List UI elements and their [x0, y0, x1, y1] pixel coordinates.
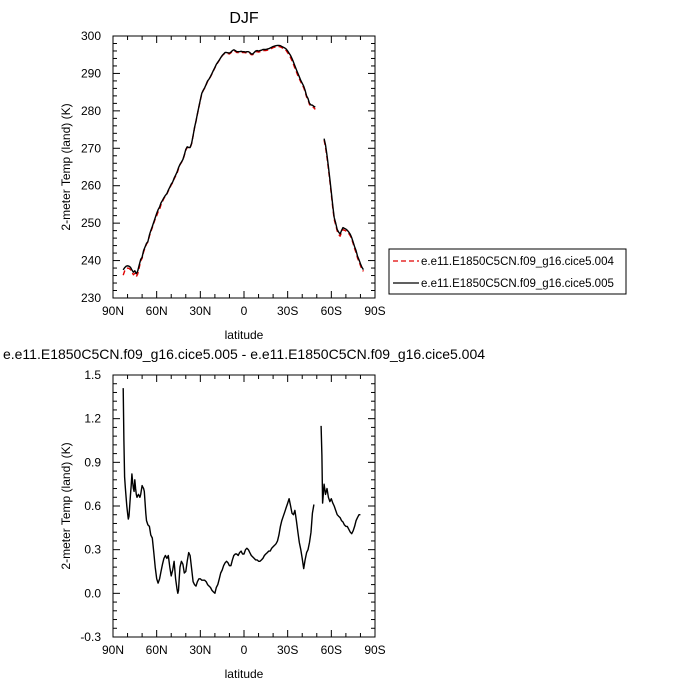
- x-tick-label: 30S: [277, 304, 298, 318]
- plot-frame: [112, 35, 376, 299]
- chart-panel-difference: e.e11.E1850C5CN.f09_g16.cice5.005 - e.e1…: [3, 346, 485, 681]
- y-tick-label: -0.3: [80, 630, 101, 644]
- y-tick-label: 0.9: [84, 455, 101, 469]
- y-tick-label: 0.3: [84, 543, 101, 557]
- series-line-1: [323, 139, 364, 272]
- chart-title: e.e11.E1850C5CN.f09_g16.cice5.005 - e.e1…: [3, 346, 485, 362]
- y-tick-label: 290: [81, 66, 101, 80]
- axis-ticks: 90N 60N 30N 0 30S 60S 90S -0.3 0.0 0.3 0.6 0.9 1.2 1.…: [80, 368, 385, 657]
- y-tick-label: 230: [81, 291, 101, 305]
- y-tick-label: 260: [81, 179, 101, 193]
- series-line-1: [122, 45, 316, 278]
- x-tick-label: 60N: [146, 643, 168, 657]
- x-tick-label: 30N: [189, 304, 211, 318]
- y-tick-label: 0.6: [84, 499, 101, 513]
- x-tick-label: 30N: [189, 643, 211, 657]
- series-lines: [122, 44, 364, 278]
- chart-panel-temperature: DJF 90N 60N 30N 0 30S 60S 90S 230 240 250 260 270 28…: [59, 10, 627, 342]
- series-line-2: [122, 44, 316, 275]
- legend-label-series-1: e.e11.E1850C5CN.f09_g16.cice5.004: [421, 256, 614, 268]
- y-tick-label: 300: [81, 29, 101, 43]
- series-line-1: [122, 388, 315, 594]
- x-tick-label: 60N: [146, 304, 168, 318]
- legend-label-series-2: e.e11.E1850C5CN.f09_g16.cice5.005: [421, 278, 614, 290]
- x-tick-label: 90N: [102, 643, 124, 657]
- y-tick-label: 1.2: [84, 412, 101, 426]
- y-tick-label: 270: [81, 141, 101, 155]
- x-tick-label: 90S: [364, 643, 385, 657]
- x-tick-label: 0: [241, 304, 248, 318]
- x-axis-label: latitude: [225, 328, 264, 342]
- legend: e.e11.E1850C5CN.f09_g16.cice5.004 e.e11.…: [388, 248, 627, 295]
- y-axis-label: 2-meter Temp (land) (K): [59, 442, 73, 569]
- y-tick-label: 0.0: [84, 586, 101, 600]
- x-tick-label: 30S: [277, 643, 298, 657]
- x-tick-label: 90S: [364, 304, 385, 318]
- y-axis-label: 2-meter Temp (land) (K): [59, 103, 73, 230]
- legend-box: [388, 248, 627, 295]
- y-tick-label: 250: [81, 216, 101, 230]
- y-tick-label: 1.5: [84, 368, 101, 382]
- y-tick-label: 240: [81, 254, 101, 268]
- series-line-1: [320, 425, 361, 535]
- chart-title: DJF: [229, 10, 259, 27]
- x-axis-label: latitude: [225, 667, 264, 681]
- y-tick-label: 280: [81, 104, 101, 118]
- x-tick-label: 60S: [321, 304, 342, 318]
- plot-frame: [112, 374, 376, 638]
- series-lines: [122, 388, 361, 594]
- x-tick-label: 0: [241, 643, 248, 657]
- x-tick-label: 90N: [102, 304, 124, 318]
- axis-ticks: 90N 60N 30N 0 30S 60S 90S 230 240 250 260 270 280 290…: [81, 29, 386, 318]
- x-tick-label: 60S: [321, 643, 342, 657]
- series-line-2: [323, 138, 364, 270]
